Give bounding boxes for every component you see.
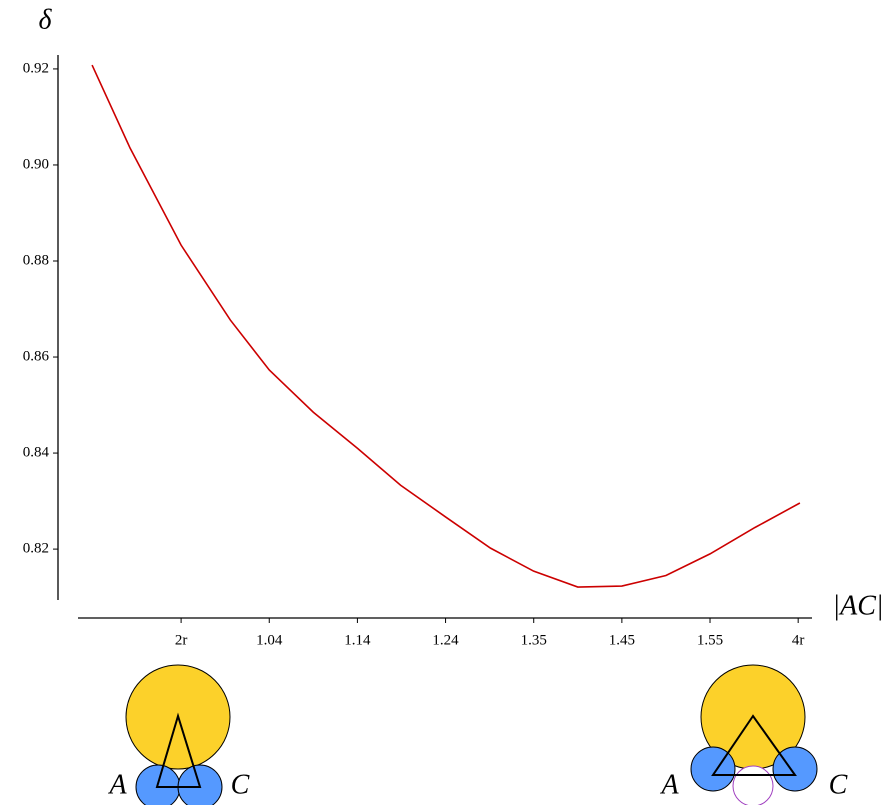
x-tick-label: 1.14 <box>344 632 371 648</box>
x-tick-label: 4r <box>792 632 805 648</box>
line <box>91 64 801 588</box>
point-label: A <box>659 769 679 800</box>
y-tick-label: 0.88 <box>23 252 49 268</box>
inner-circle <box>732 765 774 805</box>
x-tick-label: 1.55 <box>697 632 723 648</box>
point-label: C <box>829 769 848 800</box>
y-tick-label: 0.82 <box>23 541 49 557</box>
point-label: C <box>231 769 250 800</box>
x-tick-label: 2r <box>175 632 188 648</box>
diagram-right: A C <box>659 664 848 805</box>
y-axis-label: δ <box>38 4 52 35</box>
triangle <box>711 714 797 776</box>
x-tick-label: 1.04 <box>256 632 283 648</box>
x-tick-label: 1.35 <box>521 632 547 648</box>
point-label: A <box>107 769 127 800</box>
y-tick-label: 0.84 <box>23 445 50 461</box>
y-tick-label: 0.92 <box>23 60 49 76</box>
y-tick-label: 0.90 <box>23 156 49 172</box>
x-axis-label: |AC| <box>832 590 883 621</box>
y-tick-label: 0.86 <box>23 348 50 364</box>
diagram-left: A C <box>107 664 250 805</box>
x-tick-label: 1.45 <box>609 632 635 648</box>
triangle <box>155 712 202 788</box>
x-tick-label: 1.24 <box>432 632 459 648</box>
